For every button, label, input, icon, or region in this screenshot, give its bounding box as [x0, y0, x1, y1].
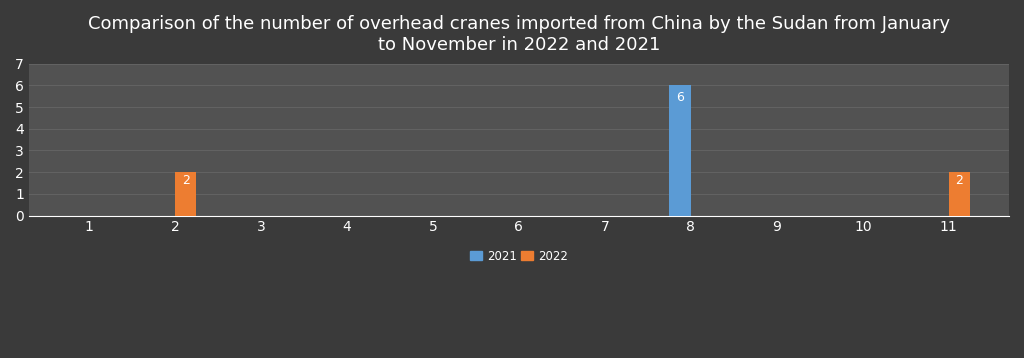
Text: 2: 2 [181, 174, 189, 187]
Legend: 2021, 2022: 2021, 2022 [465, 245, 572, 267]
Text: 2: 2 [955, 174, 964, 187]
Title: Comparison of the number of overhead cranes imported from China by the Sudan fro: Comparison of the number of overhead cra… [88, 15, 950, 54]
Bar [175, 172, 197, 216]
Bar [949, 172, 971, 216]
Text: 6: 6 [676, 91, 684, 104]
Bar [670, 85, 691, 216]
